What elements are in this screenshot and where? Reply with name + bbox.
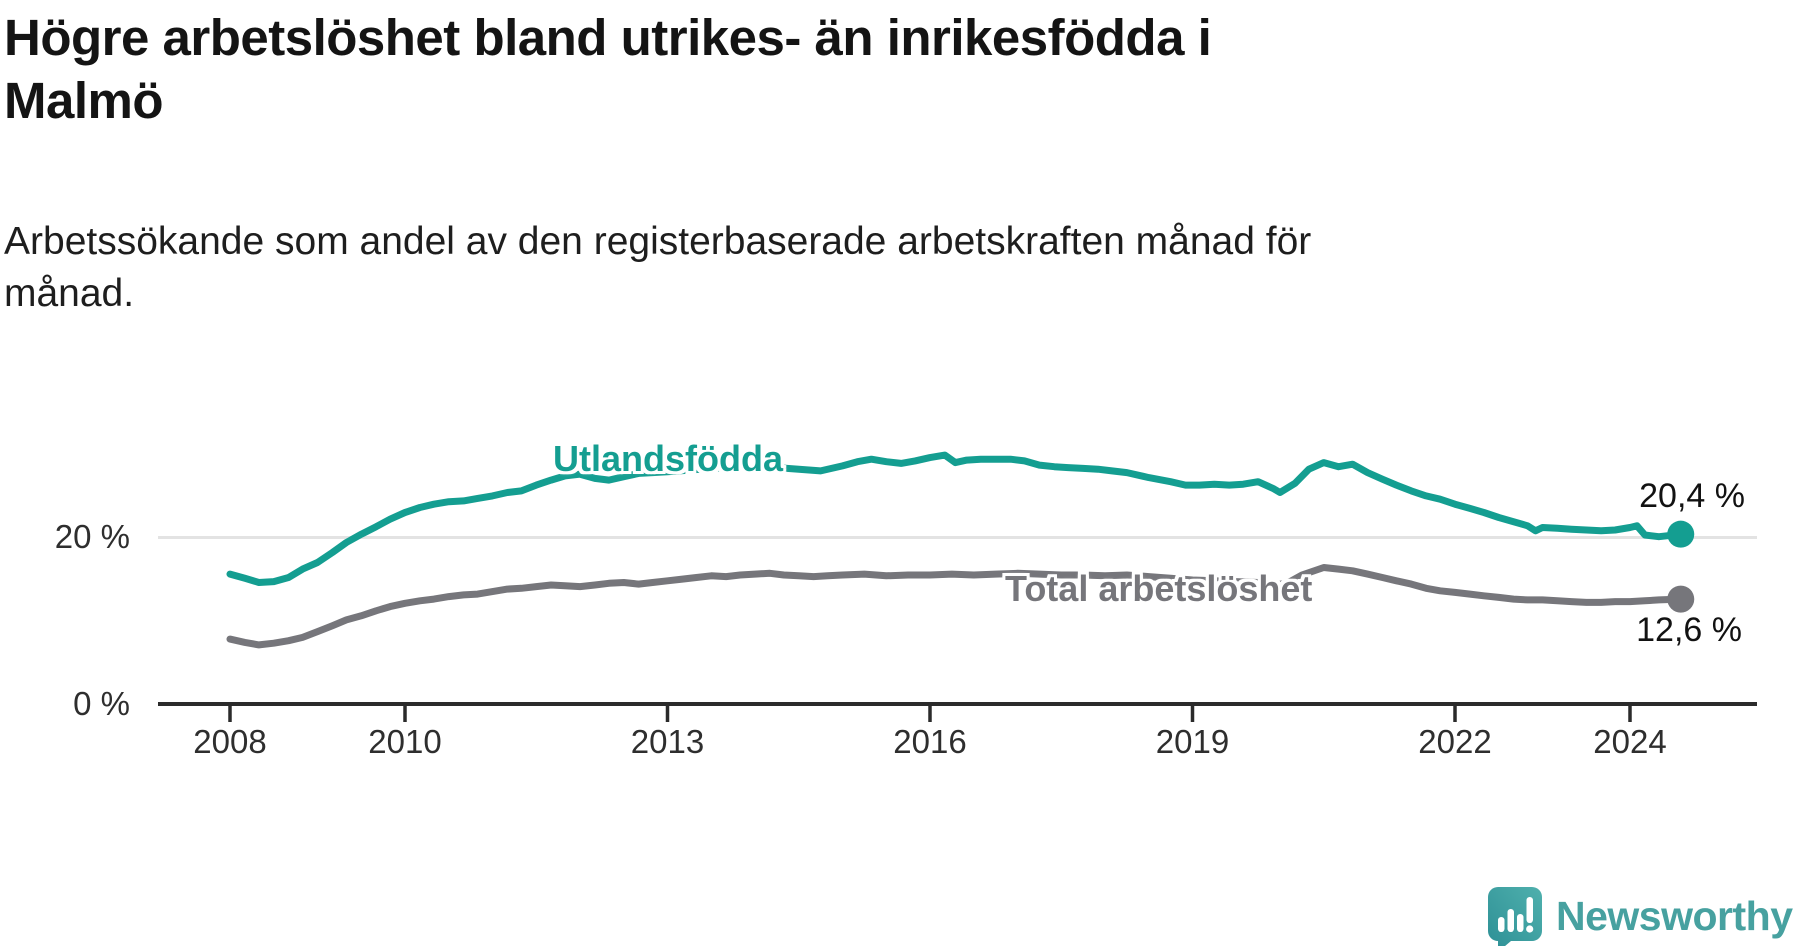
newsworthy-logo (1486, 886, 1798, 951)
newsworthy-speech-bubble-chart-icon (1488, 887, 1542, 951)
y-axis-label-20: 20 % (54, 518, 130, 555)
x-axis-label-2022: 2022 (1418, 723, 1492, 760)
chart-title: Högre arbetslöshet bland utrikes- än inr… (4, 6, 1724, 132)
newsworthy-logo-text: Newsworthy (1556, 893, 1793, 939)
x-axis-label-2024: 2024 (1593, 723, 1667, 760)
x-axis-label-2008: 2008 (193, 723, 267, 760)
end-dot-total-arbetsl-shet (1667, 585, 1695, 613)
chart-title-line2: Malmö (4, 72, 164, 129)
series-line-total-arbetsl-shet (226, 564, 1685, 649)
x-axis-label-2010: 2010 (368, 723, 442, 760)
end-dot-utlandsf-dda (1667, 520, 1695, 548)
x-axis-label-2016: 2016 (893, 723, 967, 760)
end-value-total-arbetsloshet: 12,6 % (1636, 611, 1742, 649)
x-axis-label-2019: 2019 (1155, 723, 1230, 760)
y-axis-label-0: 0 % (73, 685, 130, 722)
end-value-utlandsfodda: 20,4 % (1639, 477, 1745, 515)
chart-title-line1: Högre arbetslöshet bland utrikes- än inr… (4, 9, 1212, 66)
series-label-utlandsfodda: Utlandsfödda (553, 438, 783, 479)
x-axis-label-2013: 2013 (630, 723, 705, 760)
chart-subtitle: Arbetssökande som andel av den registerb… (4, 216, 1504, 320)
series-line-utlandsf-dda (226, 451, 1685, 586)
chart-subtitle-line1: Arbetssökande som andel av den registerb… (4, 220, 1312, 263)
series-label-total-arbetsloshet: Total arbetslöshet (1005, 568, 1313, 609)
chart-subtitle-line2: månad. (4, 272, 135, 315)
